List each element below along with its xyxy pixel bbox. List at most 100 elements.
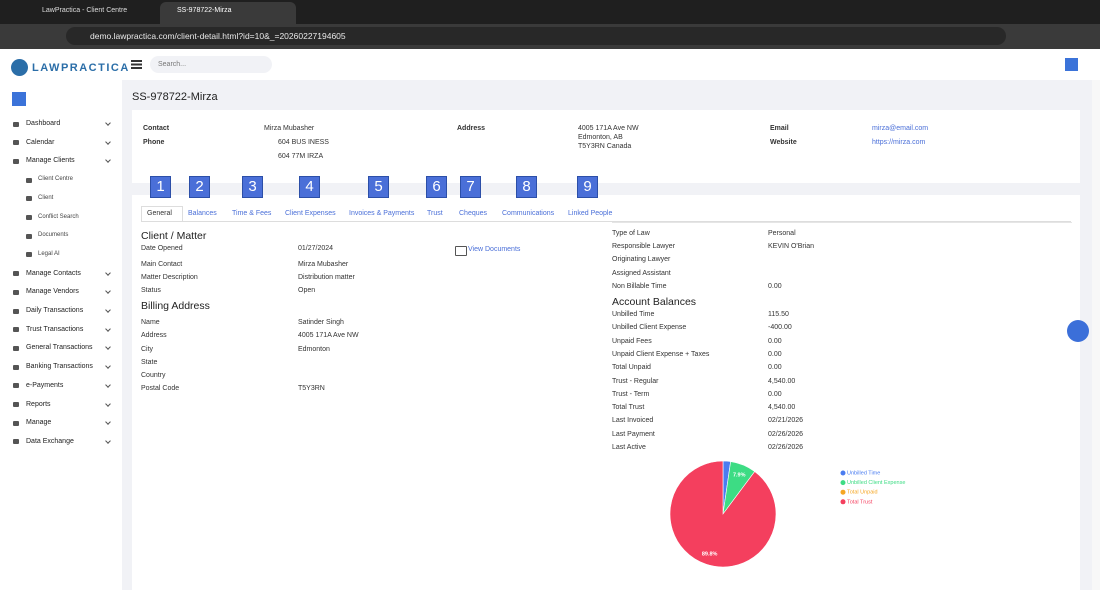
tab[interactable]: Balances	[188, 210, 217, 217]
field-value: 02/26/2026	[768, 430, 804, 438]
tab-number: 1	[150, 176, 171, 198]
menu-icon	[26, 177, 32, 183]
menu-icon	[26, 215, 32, 220]
tab-number: 7	[460, 176, 481, 198]
browser-tab[interactable]: LawPractica - Client Centre	[42, 7, 128, 14]
menu-icon	[13, 439, 19, 445]
menu-icon[interactable]	[131, 60, 142, 62]
tab[interactable]: General	[147, 210, 172, 217]
menu-icon	[13, 402, 19, 407]
tab[interactable]: Invoices & Payments	[349, 210, 415, 217]
field-value: Mirza Mubasher	[298, 261, 349, 268]
tab[interactable]: Cheques	[459, 210, 488, 217]
field-label: Date Opened	[141, 245, 183, 252]
menu-icon	[26, 196, 32, 202]
contact-card	[132, 110, 1080, 183]
menu-item[interactable]: Manage	[26, 419, 52, 427]
legend-label: Unbilled Time	[847, 470, 880, 476]
search-box[interactable]	[150, 56, 272, 73]
avatar[interactable]	[12, 92, 26, 106]
field-label: Main Contact	[141, 261, 183, 268]
field-value: 02/21/2026	[768, 417, 804, 425]
menu-item[interactable]: Reports	[26, 400, 51, 408]
phone: 604 BUS INESS	[278, 139, 329, 146]
field-label: Trust - Term	[612, 390, 650, 398]
website[interactable]: https://mirza.com	[872, 139, 926, 146]
folder-icon	[455, 246, 467, 256]
menu-icon	[13, 327, 19, 333]
submenu-item[interactable]: Client Centre	[38, 176, 74, 183]
legend-label: Unbilled Client Expense	[847, 480, 905, 486]
email[interactable]: mirza@email.com	[872, 125, 929, 132]
url[interactable]: demo.lawpractica.com/client-detail.html?…	[90, 31, 346, 41]
label: Website	[770, 139, 797, 146]
tab-number: 5	[368, 176, 389, 198]
address-bar[interactable]	[66, 27, 1006, 45]
menu-item[interactable]: Data Exchange	[26, 437, 74, 445]
pie-chart: Unbilled Time 7.9% Unbilled Client Expense…	[669, 460, 905, 568]
slice-label: 7.9%	[733, 472, 746, 478]
scrollbar	[1092, 80, 1100, 590]
tab-number: 6	[426, 176, 447, 198]
menu-item[interactable]: Daily Transactions	[26, 307, 84, 314]
field-label: Responsible Lawyer	[612, 243, 676, 250]
side-button[interactable]	[1067, 320, 1089, 342]
menu-icon	[13, 271, 19, 277]
label: Address	[457, 125, 486, 132]
section-heading: Account Balances	[612, 296, 697, 308]
legend-swatch	[840, 470, 846, 476]
field-label: Unpaid Client Expense + Taxes	[612, 350, 710, 358]
menu-item[interactable]: Banking Transactions	[26, 363, 93, 371]
menu-item[interactable]: Manage Contacts	[26, 269, 81, 277]
submenu-item[interactable]: Legal AI	[38, 250, 60, 257]
submenu-item[interactable]: Documents	[38, 232, 69, 239]
slice-label: 89.8%	[702, 552, 718, 558]
field-label: Total Unpaid	[612, 364, 651, 372]
field-value: Open	[298, 287, 316, 294]
header-avatar[interactable]	[1065, 58, 1078, 71]
field-label: State	[141, 359, 158, 366]
menu-item[interactable]: Calendar	[26, 138, 55, 146]
tab[interactable]: Client Expenses	[285, 210, 336, 217]
active-tab[interactable]	[160, 2, 296, 24]
field-value: 4,540.00	[768, 404, 796, 412]
submenu-item[interactable]: Conflict Search	[38, 213, 79, 220]
page-title: SS-978722-Mirza	[132, 91, 218, 103]
field-label: Name	[141, 319, 160, 326]
browser-tab[interactable]: SS-978722-Mirza	[177, 7, 232, 14]
menu-item[interactable]: e-Payments	[26, 381, 64, 389]
menu-icon	[13, 383, 19, 389]
tab[interactable]: Communications	[502, 210, 555, 217]
field-value: 0.00	[768, 364, 782, 372]
field-label: Postal Code	[141, 385, 180, 392]
menu-item[interactable]: General Transactions	[26, 344, 93, 352]
field-value: 0.00	[768, 350, 782, 358]
tab[interactable]: Time & Fees	[232, 210, 272, 217]
sidebar	[0, 49, 122, 590]
legend-swatch	[840, 489, 846, 495]
menu-item[interactable]: Manage Vendors	[26, 288, 79, 296]
pie-slice	[669, 460, 777, 568]
menu-item[interactable]: Manage Clients	[26, 157, 75, 165]
menu-icon	[26, 252, 32, 258]
tab-number: 8	[516, 176, 537, 198]
menu-item[interactable]: Trust Transactions	[26, 325, 84, 333]
logo-icon	[11, 59, 28, 76]
tab[interactable]: Trust	[427, 210, 443, 217]
view-documents[interactable]: View Documents	[468, 246, 521, 253]
submenu-item[interactable]: Client	[38, 194, 54, 201]
detail-card	[132, 195, 1080, 590]
menu-item[interactable]: Dashboard	[26, 120, 61, 127]
tab-number: 3	[242, 176, 263, 198]
menu-icon	[13, 420, 19, 426]
phone: 604 77M IRZA	[278, 153, 324, 160]
tab[interactable]: Linked People	[568, 210, 613, 217]
address-line: Edmonton, AB	[578, 134, 623, 141]
section-heading: Billing Address	[141, 300, 210, 312]
field-label: Address	[141, 332, 167, 339]
field-value: 02/26/2026	[768, 444, 804, 451]
search-placeholder[interactable]: Search...	[158, 61, 187, 68]
field-value: Distribution matter	[298, 274, 355, 281]
tab-number: 4	[299, 176, 320, 198]
